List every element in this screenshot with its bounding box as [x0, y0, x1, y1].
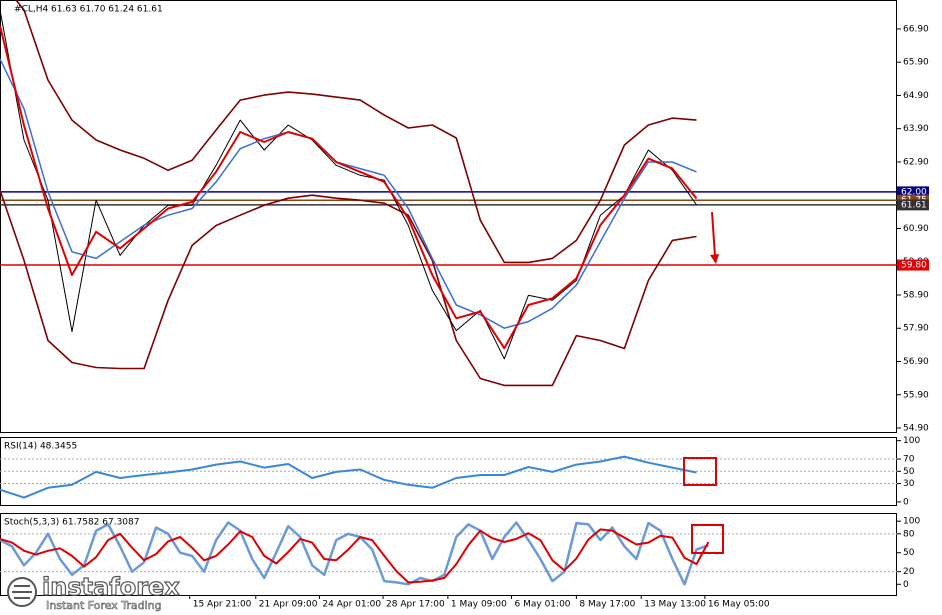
level-label: 62.00	[901, 187, 927, 197]
annotation-arrow-head	[710, 254, 719, 264]
y-tick-label: 80	[903, 529, 915, 539]
panel: 100 70 50 30 0 RSI(14) 48.3455	[0, 436, 920, 507]
series-line	[0, 455, 697, 499]
y-tick-label: 54.90	[903, 424, 929, 434]
level-label-bg	[897, 186, 929, 198]
y-tick-label: 62.90	[903, 157, 929, 167]
level-label: 59.80	[901, 261, 927, 271]
watermark-name: instaforex	[42, 573, 180, 601]
y-tick-label: 0	[903, 497, 909, 507]
y-tick-label: 64.90	[903, 91, 929, 101]
series-line	[0, 528, 710, 584]
panel-frame	[0, 0, 897, 433]
logo-mark	[12, 585, 32, 599]
watermark: instaforex Instant Forex Trading	[7, 572, 181, 612]
x-tick-label: 15 Apr 21:00	[193, 600, 252, 610]
panel: 100 80 50 20 0 15 Apr 21:00 21 Apr 09:00 24 Apr…	[0, 513, 920, 610]
x-tick-label: 16 May 05:00	[708, 600, 770, 610]
y-tick-label: 70	[903, 455, 915, 465]
panel: 66.9065.9064.9063.9062.9061.9060.9059.90…	[0, 0, 929, 434]
x-tick-label: 21 Apr 09:00	[259, 600, 318, 610]
panel-title: Stoch(5,3,3) 61.7582 67.3087	[4, 518, 139, 528]
y-tick-label: 30	[903, 479, 915, 489]
series-line	[0, 521, 709, 586]
series-line	[0, 189, 697, 387]
y-tick-label: 0	[903, 580, 909, 590]
x-tick-label: 13 May 13:00	[644, 600, 706, 610]
panel-title: #CL,H4 61.63 61.70 61.24 61.61	[14, 5, 163, 15]
y-tick-label: 50	[903, 467, 915, 477]
annotation-box	[683, 457, 717, 486]
y-tick-label: 66.90	[903, 24, 929, 34]
panel-title: RSI(14) 48.3455	[4, 442, 77, 452]
annotation-box	[691, 524, 724, 554]
y-tick-label: 100	[903, 517, 920, 527]
y-tick-label: 100	[903, 436, 920, 446]
panels: 66.9065.9064.9063.9062.9061.9060.9059.90…	[0, 0, 929, 610]
y-tick-label: 56.90	[903, 357, 929, 367]
level-label-bg	[897, 199, 929, 211]
level-label: 61.61	[901, 200, 927, 210]
y-tick-label: 60.90	[903, 224, 929, 234]
x-tick-label: 1 May 09:00	[451, 600, 507, 610]
y-tick-label: 58.90	[903, 290, 929, 300]
y-tick-label: 57.90	[903, 324, 929, 334]
y-tick-label: 65.90	[903, 58, 929, 68]
series-line	[15, 0, 697, 264]
x-tick-label: 8 May 17:00	[579, 600, 635, 610]
level-label-bg	[897, 259, 929, 271]
x-tick-label: 24 Apr 01:00	[322, 600, 381, 610]
panel-frame	[0, 513, 897, 596]
y-tick-label: 55.90	[903, 390, 929, 400]
series-line	[0, 25, 698, 350]
y-tick-label: 63.90	[903, 124, 929, 134]
x-tick-label: 6 May 01:00	[515, 600, 571, 610]
x-tick-label: 28 Apr 17:00	[386, 600, 445, 610]
y-tick-label: 50	[903, 548, 915, 558]
annotation-arrow	[711, 211, 716, 257]
watermark-tagline: Instant Forex Trading	[46, 599, 162, 612]
y-tick-label: 20	[903, 567, 915, 577]
